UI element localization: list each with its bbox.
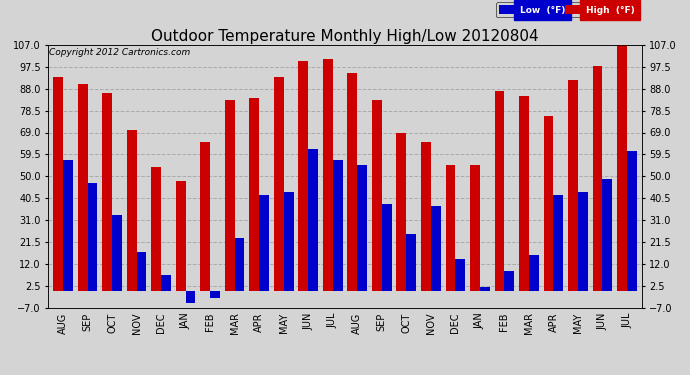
Bar — [323, 59, 333, 291]
Bar — [568, 80, 578, 291]
Bar — [274, 77, 284, 291]
Bar — [446, 165, 455, 291]
Bar — [88, 183, 97, 291]
Bar — [235, 238, 244, 291]
Bar — [519, 96, 529, 291]
Bar — [78, 84, 88, 291]
Title: Outdoor Temperature Monthly High/Low 20120804: Outdoor Temperature Monthly High/Low 201… — [151, 29, 539, 44]
Bar — [102, 93, 112, 291]
Bar — [382, 204, 392, 291]
Bar — [602, 178, 612, 291]
Bar — [504, 271, 514, 291]
Bar — [127, 130, 137, 291]
Bar — [249, 98, 259, 291]
Bar — [406, 234, 416, 291]
Bar — [578, 192, 588, 291]
Bar — [529, 255, 539, 291]
Bar — [495, 91, 504, 291]
Bar — [348, 73, 357, 291]
Bar — [455, 259, 465, 291]
Bar — [298, 61, 308, 291]
Bar — [617, 45, 627, 291]
Bar — [112, 215, 122, 291]
Bar — [186, 291, 195, 303]
Bar — [259, 195, 269, 291]
Bar — [627, 151, 637, 291]
Bar — [470, 165, 480, 291]
Legend: Low  (°F), High  (°F): Low (°F), High (°F) — [496, 2, 637, 17]
Bar — [225, 100, 235, 291]
Bar — [284, 192, 293, 291]
Bar — [63, 160, 73, 291]
Bar — [593, 66, 602, 291]
Bar — [151, 167, 161, 291]
Bar — [176, 181, 186, 291]
Bar — [333, 160, 342, 291]
Bar — [372, 100, 382, 291]
Bar — [210, 291, 220, 298]
Bar — [137, 252, 146, 291]
Bar — [553, 195, 563, 291]
Text: Copyright 2012 Cartronics.com: Copyright 2012 Cartronics.com — [50, 48, 190, 57]
Bar — [397, 132, 406, 291]
Bar — [200, 142, 210, 291]
Bar — [357, 165, 367, 291]
Bar — [308, 148, 318, 291]
Bar — [544, 116, 553, 291]
Bar — [431, 206, 441, 291]
Bar — [161, 275, 171, 291]
Bar — [480, 287, 490, 291]
Bar — [421, 142, 431, 291]
Bar — [53, 77, 63, 291]
